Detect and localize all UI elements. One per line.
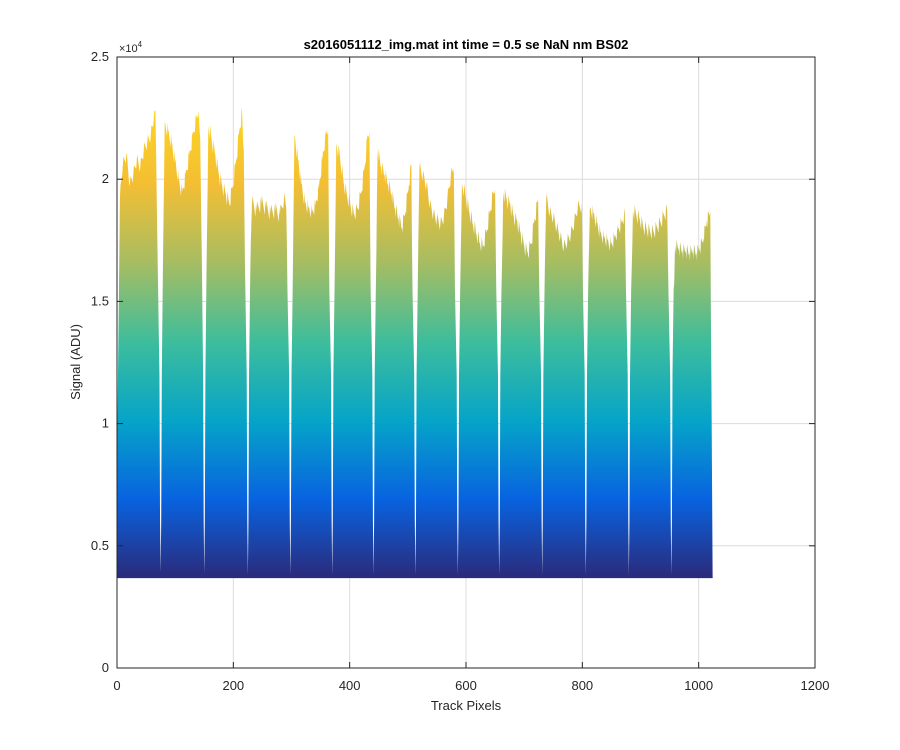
signal-area [117, 107, 713, 578]
x-axis: 0 200 400 600 800 1000 1200 [113, 57, 829, 693]
x-tick-label: 0 [113, 678, 120, 693]
y-tick-label: 0.5 [91, 538, 109, 553]
y-tick-label: 1.5 [91, 293, 109, 308]
y-tick-label: 0 [102, 660, 109, 675]
y-tick-label: 2.5 [91, 49, 109, 64]
chart-title: s2016051112_img.mat int time = 0.5 se Na… [304, 37, 629, 52]
y-tick-label: 2 [102, 171, 109, 186]
x-tick-label: 800 [571, 678, 593, 693]
y-tick-label: 1 [102, 416, 109, 431]
y-axis-label: Signal (ADU) [68, 324, 83, 400]
data-area [117, 107, 713, 579]
y-axis: 0 0.5 1 1.5 2 2.5 [91, 49, 815, 675]
x-axis-label: Track Pixels [431, 698, 502, 713]
y-exponent-power: 4 [138, 40, 143, 49]
x-tick-label: 400 [339, 678, 361, 693]
x-tick-label: 1200 [801, 678, 830, 693]
x-tick-label: 1000 [684, 678, 713, 693]
y-exponent-label: ×104 [119, 40, 143, 55]
x-tick-label: 200 [222, 678, 244, 693]
x-tick-label: 600 [455, 678, 477, 693]
